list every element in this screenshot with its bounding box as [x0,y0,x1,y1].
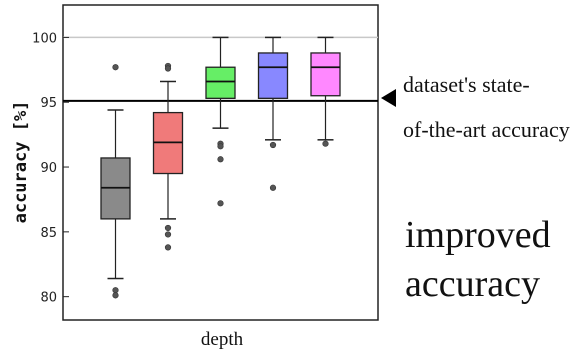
box-iqr [257,52,289,99]
state-of-art-label-line2: of-the-art accuracy [403,117,570,142]
outlier-point [217,200,224,207]
state-of-art-label-line1: dataset's state- [403,72,530,97]
y-tick-label-80: 80 [40,291,57,306]
outlier-point [164,65,172,72]
box-iqr [205,66,236,99]
y-tick-label-100: 100 [32,31,57,46]
y-tick-label-90: 90 [40,161,57,176]
outlier-point [269,141,277,149]
improved-label-line2: accuracy [405,263,540,305]
x-axis-label: depth [201,329,244,350]
box-1 [100,64,131,299]
outlier-point [217,143,224,150]
box-5 [310,36,341,147]
box-2 [152,62,184,251]
outlier-point [164,244,172,251]
outlier-point [217,156,224,163]
y-tick-label-85: 85 [40,226,57,241]
box-3 [205,36,236,207]
y-tick-label-95: 95 [40,96,57,111]
outlier-point [164,224,172,232]
outlier-point [269,184,277,191]
outlier-point [112,287,119,294]
improved-label-line1: improved [405,214,551,256]
outlier-point [112,64,119,71]
outlier-point [164,231,172,238]
box-4 [257,36,289,191]
outlier-point [322,140,329,147]
box-iqr [310,52,341,97]
outlier-point [112,292,119,299]
state-of-art-arrow [381,89,396,107]
y-axis-label: accuracy [%] [11,101,31,224]
